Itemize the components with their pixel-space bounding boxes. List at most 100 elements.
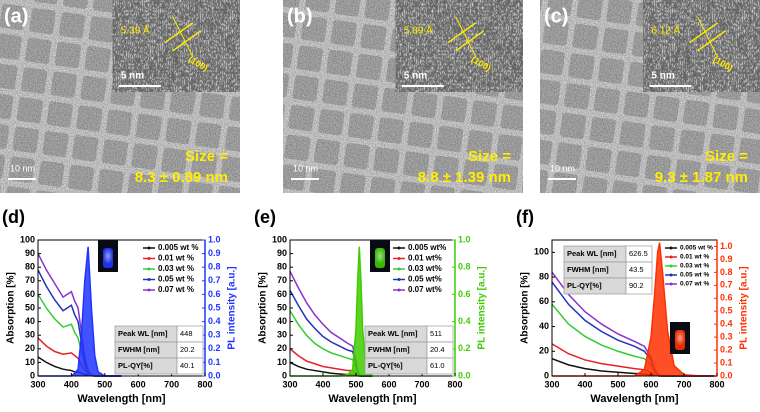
y-tick-label: 20: [25, 343, 35, 353]
x-tick-label: 300: [544, 379, 559, 389]
legend-label: 0.03 wt %: [680, 263, 709, 270]
table-key: PL-QY[%]: [567, 281, 602, 290]
x-tick-label: 400: [577, 379, 592, 389]
y-tick-label: 50: [277, 302, 287, 312]
size-label: Size =: [705, 148, 748, 165]
y2-tick-label: 0.0: [208, 370, 221, 380]
vial-highlight: [675, 330, 685, 346]
lattice-spacing: 5.39 Å: [121, 23, 150, 36]
size-value: 9.3 ± 1.87 nm: [655, 169, 748, 186]
y-axis-title: Absorption [%]: [520, 272, 531, 344]
table-key: PL-QY[%]: [368, 361, 403, 370]
x-tick-label: 400: [315, 379, 330, 389]
y-tick-label: 70: [277, 275, 287, 285]
y-tick-label: 60: [25, 289, 35, 299]
y2-tick-label: 0.3: [720, 332, 733, 342]
y2-tick-label: 0.2: [208, 343, 221, 353]
pl-area: [290, 246, 373, 376]
y-axis-title: Absorption [%]: [258, 272, 269, 344]
absorption-curve: [551, 303, 717, 377]
legend-marker: [669, 246, 673, 250]
y-tick-label: 0: [30, 370, 35, 380]
panel-label: (e): [254, 207, 276, 227]
panel-label: (d): [2, 207, 25, 227]
legend-label: 0.07 wt %: [680, 281, 709, 288]
y2-tick-label: 0.4: [208, 316, 221, 326]
lattice-line: [164, 22, 194, 44]
vial-highlight: [375, 248, 385, 264]
x-tick-label: 800: [447, 379, 462, 389]
y-tick-label: 30: [25, 330, 35, 340]
lattice-arrow: [172, 16, 194, 58]
y2-tick-label: 0.7: [208, 275, 221, 285]
absorption-curve: [551, 357, 717, 377]
y-tick-label: 80: [277, 262, 287, 272]
table-value: 61.0: [430, 361, 445, 370]
x-tick-label: 300: [282, 379, 297, 389]
table-value: 43.5: [629, 265, 644, 274]
legend-label: 0.05 wt%: [408, 275, 442, 284]
y-tick-label: 40: [25, 316, 35, 326]
hrtem-inset: [395, 0, 524, 93]
y2-tick-label: 0.7: [720, 280, 733, 290]
size-value: 8.8 ± 1.39 nm: [418, 169, 511, 186]
x-tick-label: 600: [381, 379, 396, 389]
table-value: 626.5: [629, 249, 648, 258]
x-tick-label: 300: [30, 379, 45, 389]
legend-marker: [397, 246, 401, 250]
y2-tick-label: 1.0: [458, 234, 471, 244]
y2-tick-label: 0.2: [458, 343, 471, 353]
x-tick-label: 500: [348, 379, 363, 389]
x-axis-title: Wavelength [nm]: [328, 393, 417, 405]
x-tick-label: 600: [643, 379, 658, 389]
y2-tick-label: 0.0: [720, 370, 733, 380]
lattice-line: [689, 22, 718, 44]
lattice-line: [447, 22, 477, 44]
inset-scale-label: 5 nm: [121, 71, 144, 82]
absorption-curve: [551, 281, 717, 377]
hrtem-inset: [112, 0, 241, 93]
inset-scale-label: 5 nm: [651, 71, 674, 82]
legend-label: 0.005 wt %: [680, 245, 713, 252]
x-tick-label: 700: [414, 379, 429, 389]
lattice-spacing: 5.89 Å: [404, 23, 433, 36]
y-tick-label: 50: [25, 302, 35, 312]
legend-label: 0.03 wt %: [158, 264, 194, 273]
y2-tick-label: 0.8: [720, 267, 733, 277]
y2-tick-label: 0.5: [208, 302, 221, 312]
lattice-arrow: [455, 16, 477, 58]
table-value: 40.1: [180, 361, 195, 370]
lattice-line: [455, 30, 485, 52]
legend-marker: [397, 257, 401, 260]
legend-label: 0.07 wt %: [158, 285, 194, 294]
legend-label: 0.01 wt%: [408, 254, 442, 263]
y2-tick-label: 0.5: [720, 306, 733, 316]
panel-label: (c): [544, 5, 568, 27]
table-key: FWHM [nm]: [567, 265, 609, 274]
y2-tick-label: 0.6: [208, 289, 221, 299]
y-tick-label: 100: [20, 234, 35, 244]
table-value: 20.2: [180, 345, 195, 354]
panel-label: (f): [516, 207, 534, 227]
y-tick-label: 40: [539, 321, 549, 331]
x-tick-label: 600: [131, 379, 146, 389]
legend-marker: [147, 278, 151, 281]
table-key: Peak WL [nm]: [368, 329, 418, 338]
y-axis-title: Absorption [%]: [6, 272, 17, 344]
size-value: 8.3 ± 0.89 nm: [135, 169, 228, 186]
table-value: 90.2: [629, 281, 644, 290]
y2-tick-label: 0.3: [208, 330, 221, 340]
y-tick-label: 100: [534, 247, 549, 257]
table-value: 20.4: [430, 345, 445, 354]
y-tick-label: 80: [25, 262, 35, 272]
y2-axis-title: PL intensity [a.u.]: [227, 266, 238, 349]
y-tick-label: 90: [277, 248, 287, 258]
table-key: PL-QY[%]: [118, 361, 153, 370]
legend-marker: [397, 288, 401, 292]
hrtem-inset: [642, 0, 760, 93]
y2-tick-label: 1.0: [208, 234, 221, 244]
y-tick-label: 0: [544, 370, 549, 380]
x-tick-label: 700: [676, 379, 691, 389]
x-tick-label: 800: [197, 379, 212, 389]
y2-tick-label: 0.4: [720, 319, 733, 329]
